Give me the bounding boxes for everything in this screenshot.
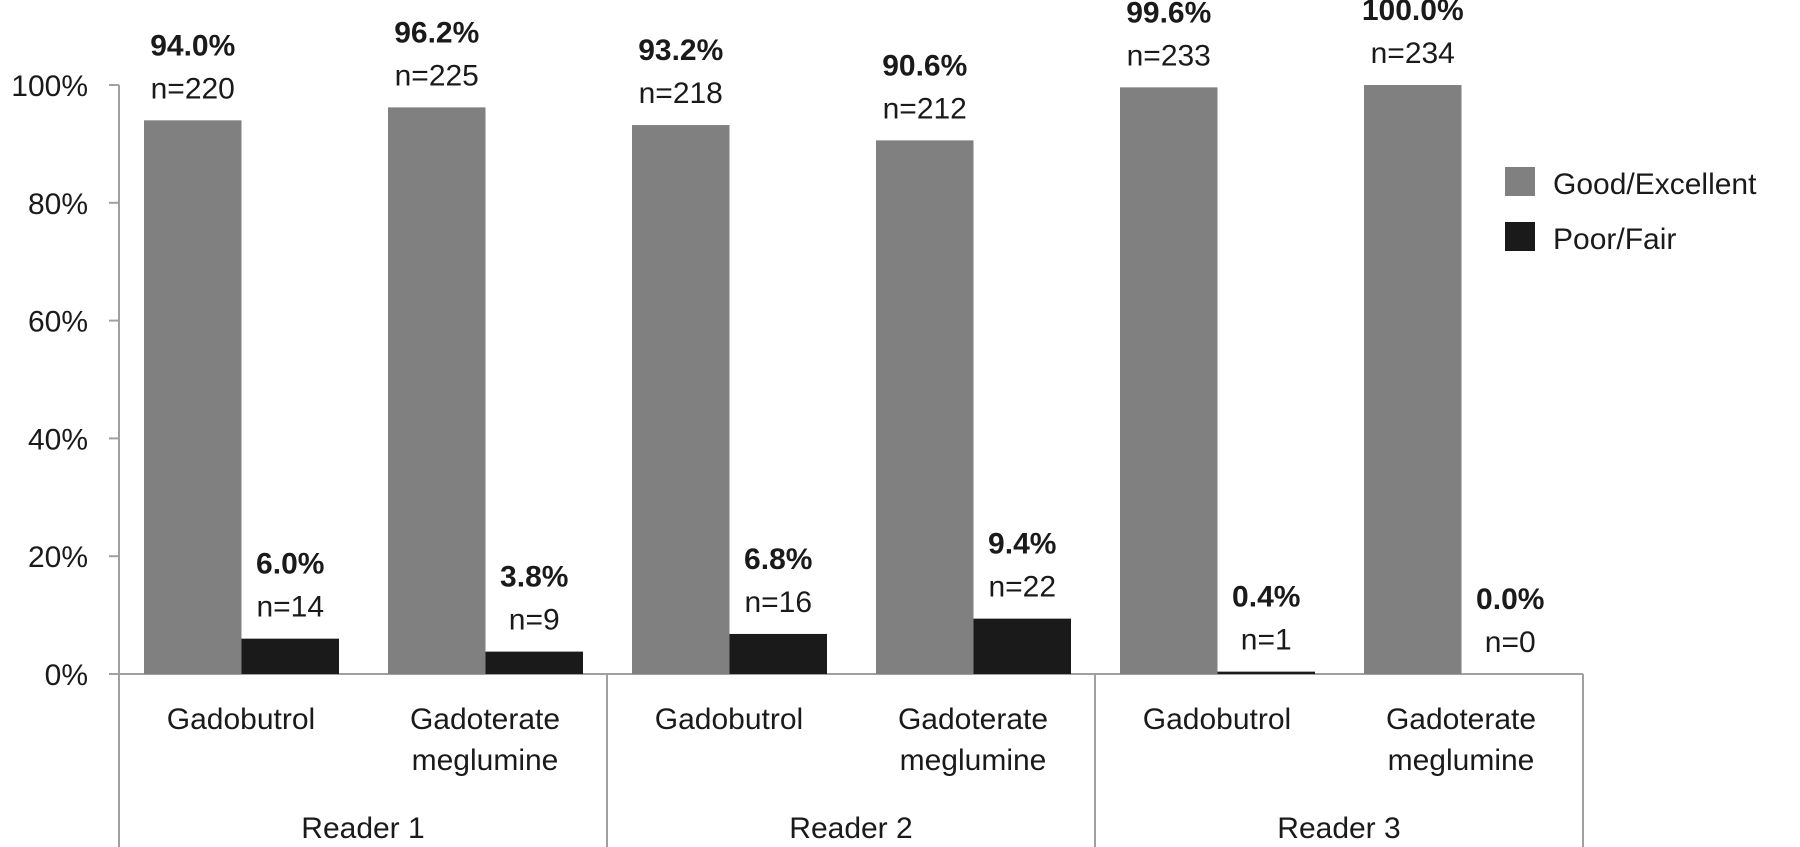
y-tick-label: 20%	[28, 541, 88, 574]
category-label: Gadobutrol	[167, 703, 315, 736]
group-label: Reader 1	[301, 812, 424, 845]
data-label-n: n=234	[1371, 37, 1455, 70]
legend-label: Good/Excellent	[1553, 168, 1757, 201]
bar-good-excellent	[1120, 87, 1218, 674]
data-label-percent: 99.6%	[1126, 0, 1211, 29]
data-label-n: n=1	[1241, 624, 1292, 657]
bar-poor-fair	[1217, 671, 1315, 674]
bar-good-excellent	[388, 107, 486, 674]
category-label: meglumine	[900, 744, 1047, 777]
bar-good-excellent	[1364, 85, 1462, 674]
legend-swatch	[1505, 222, 1535, 251]
bar-good-excellent	[876, 140, 974, 675]
data-label-n: n=14	[256, 591, 324, 624]
data-label-n: n=220	[151, 72, 235, 105]
data-labels: n=220 94.0% n=14 6.0% n=225 96.2% n=9 3.8% n=218…	[150, 0, 1544, 659]
bar-good-excellent	[632, 125, 730, 674]
data-label-percent: 9.4%	[988, 528, 1056, 561]
category-label: meglumine	[1388, 744, 1535, 777]
bar-poor-fair	[729, 633, 827, 674]
y-tick-label: 0%	[45, 659, 88, 692]
bar-good-excellent	[144, 120, 242, 675]
data-label-percent: 6.0%	[256, 548, 324, 581]
data-label-n: n=22	[988, 571, 1056, 604]
data-label-n: n=9	[509, 604, 560, 637]
data-label-n: n=233	[1127, 39, 1211, 72]
data-label-percent: 6.8%	[744, 543, 812, 576]
category-label: Gadoterate	[410, 703, 560, 736]
data-label-n: n=225	[395, 59, 479, 92]
bar-poor-fair	[485, 651, 583, 674]
bar-poor-fair	[973, 618, 1071, 674]
data-label-n: n=212	[883, 92, 967, 125]
data-label-percent: 94.0%	[150, 29, 235, 62]
group-label: Reader 2	[789, 812, 912, 845]
legend: Good/Excellent Poor/Fair	[1505, 167, 1757, 256]
data-label-percent: 0.0%	[1476, 583, 1544, 616]
category-label: meglumine	[412, 744, 559, 777]
data-label-percent: 0.4%	[1232, 581, 1300, 614]
bar-poor-fair	[241, 638, 339, 674]
data-label-percent: 3.8%	[500, 561, 568, 594]
y-tick-label: 100%	[11, 70, 88, 103]
data-label-n: n=218	[639, 77, 723, 110]
bars	[144, 85, 1462, 675]
category-label: Gadobutrol	[655, 703, 803, 736]
data-label-percent: 93.2%	[638, 34, 723, 67]
data-label-percent: 100.0%	[1362, 0, 1464, 27]
axes: 0% 20% 40% 60% 80% 100% Reader 1 Gadobutrol Gado…	[11, 70, 1584, 847]
data-label-percent: 96.2%	[394, 16, 479, 49]
data-label-percent: 90.6%	[882, 49, 967, 82]
category-label: Gadoterate	[898, 703, 1048, 736]
legend-label: Poor/Fair	[1553, 223, 1676, 256]
group-label: Reader 3	[1277, 812, 1400, 845]
legend-swatch	[1505, 167, 1535, 196]
data-label-n: n=16	[744, 586, 812, 619]
data-label-n: n=0	[1485, 626, 1536, 659]
y-tick-label: 80%	[28, 188, 88, 221]
category-label: Gadoterate	[1386, 703, 1536, 736]
category-label: Gadobutrol	[1143, 703, 1291, 736]
y-tick-label: 40%	[28, 423, 88, 456]
y-tick-label: 60%	[28, 306, 88, 339]
